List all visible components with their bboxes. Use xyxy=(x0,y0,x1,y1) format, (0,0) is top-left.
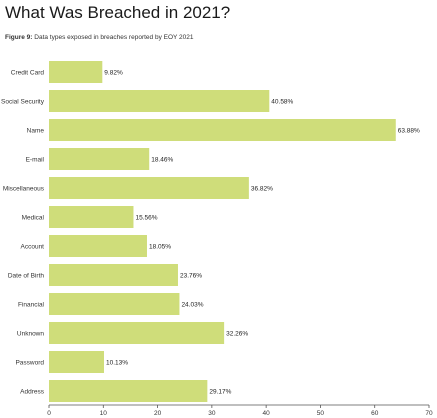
data-label-name: 63.88% xyxy=(398,128,420,135)
bar-e-mail xyxy=(49,148,150,170)
figure-caption: Figure 9: Data types exposed in breaches… xyxy=(5,34,194,41)
data-label-e-mail: 18.46% xyxy=(151,157,173,164)
data-labels-group: 9.82% 40.58% 63.88% 18.46% 36.82% 15.56% 18.05… xyxy=(104,70,420,396)
category-label-credit-card: Credit Card xyxy=(11,70,45,77)
bar-name xyxy=(49,119,396,141)
x-tick-label-50: 50 xyxy=(317,410,325,417)
data-label-credit-card: 9.82% xyxy=(104,70,123,77)
category-label-medical: Medical xyxy=(22,215,45,222)
category-label-account: Account xyxy=(21,244,45,251)
bar-account xyxy=(49,235,147,257)
data-label-medical: 15.56% xyxy=(135,215,157,222)
category-label-password: Password xyxy=(15,360,44,367)
category-label-financial: Financial xyxy=(18,302,45,309)
data-label-address: 29.17% xyxy=(209,389,231,396)
data-label-miscellaneous: 36.82% xyxy=(251,186,273,193)
category-label-date-of-birth: Date of Birth xyxy=(8,273,45,280)
category-label-social-security: Social Security xyxy=(1,99,45,106)
x-tick-label-60: 60 xyxy=(371,410,379,417)
bar-miscellaneous xyxy=(49,177,249,199)
category-labels-group: Credit Card Social Security Name E-mail Misc… xyxy=(1,70,45,396)
category-label-unknown: Unknown xyxy=(17,331,44,338)
x-tick-label-10: 10 xyxy=(100,410,108,417)
x-tick-label-0: 0 xyxy=(47,410,51,417)
bar-address xyxy=(49,380,208,402)
category-label-address: Address xyxy=(20,389,45,396)
data-label-date-of-birth: 23.76% xyxy=(180,273,202,280)
figure-label: Figure 9: xyxy=(5,34,33,41)
bar-financial xyxy=(49,293,180,315)
bars-group xyxy=(49,61,396,402)
data-label-financial: 24.03% xyxy=(181,302,203,309)
data-label-account: 18.05% xyxy=(149,244,171,251)
x-axis: 0 10 20 30 40 50 60 70 xyxy=(47,404,433,417)
bar-social-security xyxy=(49,90,270,112)
bar-unknown xyxy=(49,322,225,344)
x-tick-label-70: 70 xyxy=(425,410,433,417)
page-title: What Was Breached in 2021? xyxy=(5,3,231,22)
data-label-unknown: 32.26% xyxy=(226,331,248,338)
x-tick-label-30: 30 xyxy=(208,410,216,417)
category-label-name: Name xyxy=(27,128,45,135)
x-tick-label-20: 20 xyxy=(154,410,162,417)
figure-caption-text: Data types exposed in breaches reported … xyxy=(34,34,194,41)
category-label-miscellaneous: Miscellaneous xyxy=(3,186,45,193)
bar-date-of-birth xyxy=(49,264,178,286)
data-label-social-security: 40.58% xyxy=(271,99,293,106)
bar-password xyxy=(49,351,104,373)
data-label-password: 10.13% xyxy=(106,360,128,367)
category-label-e-mail: E-mail xyxy=(26,157,45,164)
bar-medical xyxy=(49,206,134,228)
x-tick-label-40: 40 xyxy=(263,410,271,417)
bar-credit-card xyxy=(49,61,103,83)
